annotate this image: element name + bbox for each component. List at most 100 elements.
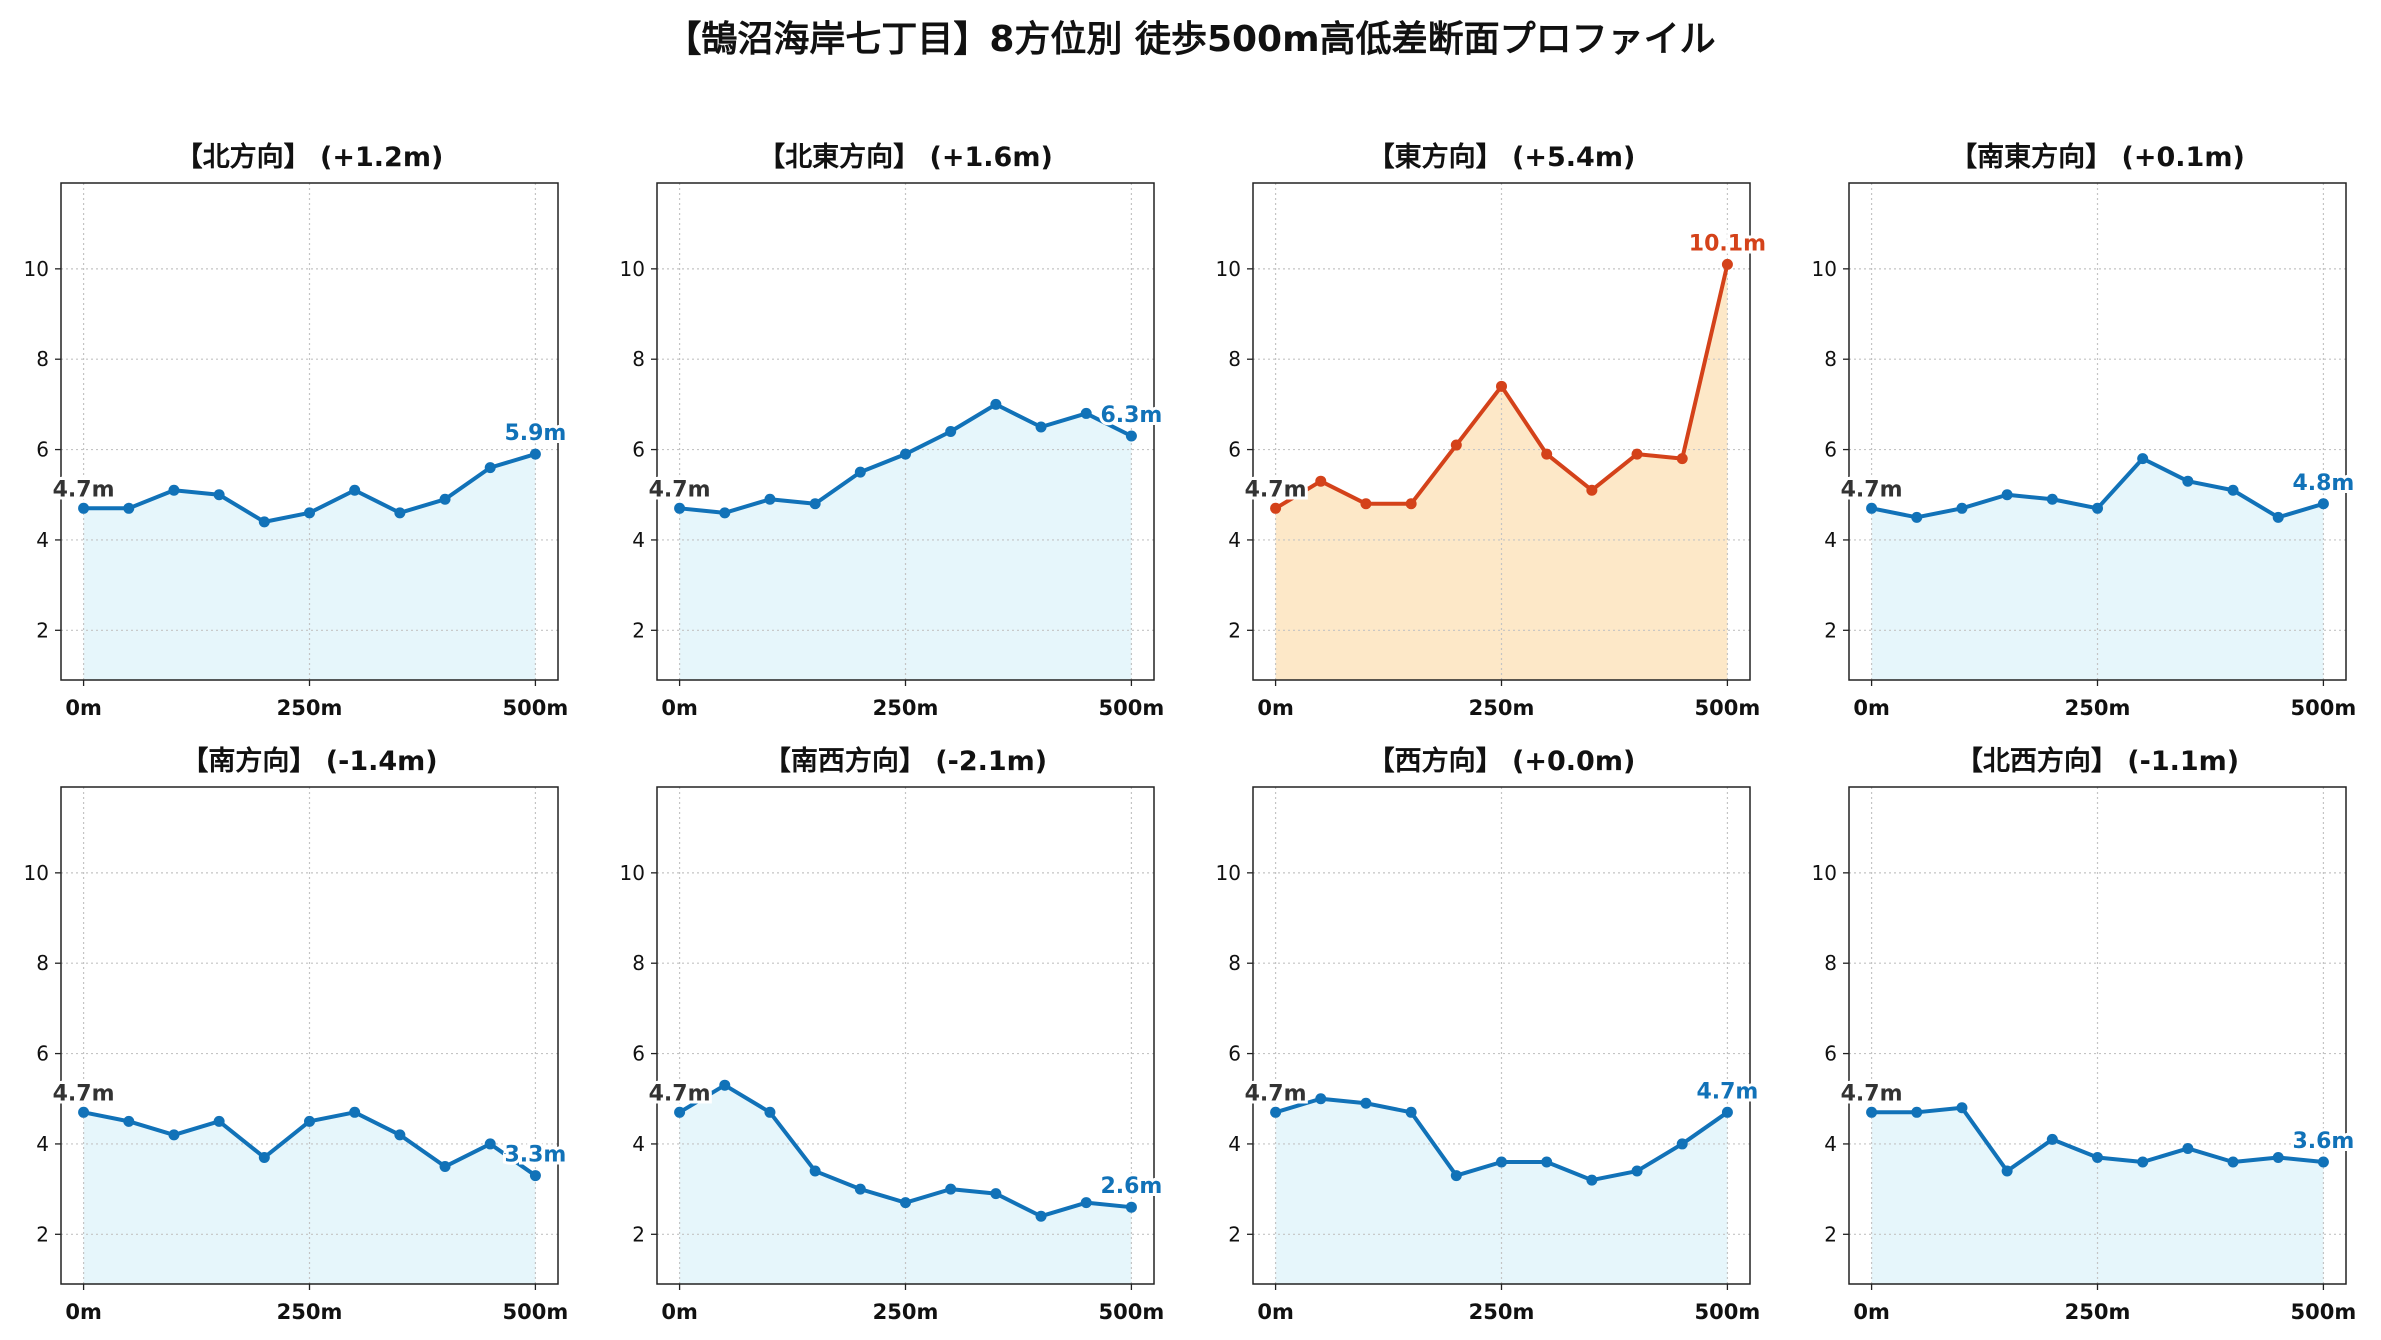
y-tick-label: 10 bbox=[24, 257, 49, 281]
x-tick-label: 0m bbox=[1853, 696, 1890, 720]
y-tick-label: 2 bbox=[1824, 618, 1837, 642]
data-point bbox=[2317, 498, 2329, 510]
y-tick-label: 8 bbox=[1228, 951, 1241, 975]
chart-title: 【北東方向】 (+1.6m) bbox=[758, 141, 1053, 173]
data-point bbox=[809, 1165, 821, 1177]
x-tick-label: 500m bbox=[503, 1300, 569, 1324]
data-point bbox=[1360, 498, 1372, 510]
y-tick-label: 8 bbox=[632, 347, 645, 371]
data-point bbox=[2227, 484, 2239, 496]
y-tick-label: 2 bbox=[1228, 1222, 1241, 1246]
chart-title: 【南方向】 (-1.4m) bbox=[181, 745, 437, 777]
y-tick-label: 2 bbox=[36, 1222, 49, 1246]
data-point bbox=[900, 448, 911, 460]
data-point bbox=[2182, 1142, 2194, 1154]
data-point bbox=[1956, 1102, 1968, 1114]
data-point bbox=[1450, 1170, 1462, 1182]
data-point bbox=[1676, 1138, 1688, 1150]
y-tick-label: 6 bbox=[632, 438, 645, 462]
data-point bbox=[2137, 453, 2149, 465]
area-fill bbox=[679, 1085, 1132, 1284]
data-point bbox=[78, 1106, 90, 1118]
data-point bbox=[990, 398, 1002, 410]
data-point bbox=[1315, 1093, 1327, 1105]
data-point bbox=[304, 507, 315, 519]
data-point bbox=[1721, 1106, 1733, 1118]
chart-title: 【東方向】 (+5.4m) bbox=[1368, 141, 1636, 173]
y-tick-label: 10 bbox=[620, 861, 645, 885]
y-tick-label: 10 bbox=[24, 861, 49, 885]
data-point bbox=[78, 502, 90, 514]
x-tick-label: 0m bbox=[1257, 1300, 1294, 1324]
start-label: 4.7m bbox=[53, 1081, 115, 1106]
y-tick-label: 4 bbox=[36, 528, 49, 552]
data-point bbox=[2001, 489, 2013, 501]
data-point bbox=[674, 502, 686, 514]
data-point bbox=[123, 502, 135, 514]
data-point bbox=[1541, 448, 1553, 460]
start-label: 4.7m bbox=[1841, 477, 1903, 502]
x-tick-label: 500m bbox=[2291, 1300, 2357, 1324]
x-tick-label: 250m bbox=[873, 696, 939, 720]
data-point bbox=[1866, 502, 1878, 514]
data-point bbox=[945, 1183, 957, 1195]
y-tick-label: 4 bbox=[632, 1132, 645, 1156]
data-point bbox=[764, 493, 776, 505]
x-tick-label: 0m bbox=[661, 696, 698, 720]
end-label: 4.8m bbox=[2292, 471, 2354, 496]
data-point bbox=[1866, 1106, 1878, 1118]
start-label: 4.7m bbox=[53, 477, 115, 502]
y-tick-label: 4 bbox=[1228, 1132, 1241, 1156]
y-tick-label: 4 bbox=[632, 528, 645, 552]
y-tick-label: 4 bbox=[36, 1132, 49, 1156]
data-point bbox=[854, 1183, 866, 1195]
data-point bbox=[2182, 475, 2194, 487]
data-point bbox=[484, 1138, 496, 1150]
data-point bbox=[213, 489, 225, 501]
direction-chart-1: 【北方向】 (+1.2m) 2 4 6 8 10 0m 250m 500m 4.7m 5.9m bbox=[24, 141, 570, 720]
y-tick-label: 2 bbox=[36, 618, 49, 642]
x-tick-label: 500m bbox=[1099, 696, 1165, 720]
data-point bbox=[1270, 1106, 1282, 1118]
data-point bbox=[1080, 1197, 1092, 1209]
data-point bbox=[394, 1129, 406, 1141]
x-tick-label: 500m bbox=[503, 696, 569, 720]
direction-chart-6: 【南西方向】 (-2.1m) 2 4 6 8 10 0m 250m 500m 4.7m 2.6m bbox=[620, 745, 1166, 1324]
area-fill bbox=[1275, 1098, 1728, 1284]
data-point bbox=[1586, 1174, 1598, 1186]
y-tick-label: 8 bbox=[36, 347, 49, 371]
end-label: 3.3m bbox=[504, 1143, 566, 1168]
x-tick-label: 250m bbox=[277, 1300, 343, 1324]
data-point bbox=[168, 1129, 180, 1141]
data-point bbox=[484, 462, 496, 474]
data-point bbox=[2046, 493, 2058, 505]
y-tick-label: 6 bbox=[1824, 1042, 1837, 1066]
data-point bbox=[1360, 1097, 1372, 1109]
chart-title: 【北西方向】 (-1.1m) bbox=[1956, 745, 2239, 777]
figure-title: 【鵠沼海岸七丁目】8方位別 徒歩500m高低差断面プロファイル bbox=[665, 19, 1716, 60]
y-tick-label: 6 bbox=[1228, 438, 1241, 462]
data-point bbox=[529, 1170, 541, 1182]
x-tick-label: 250m bbox=[1469, 696, 1535, 720]
x-tick-label: 500m bbox=[1695, 696, 1761, 720]
end-label: 6.3m bbox=[1100, 403, 1162, 428]
end-label: 2.6m bbox=[1100, 1174, 1162, 1199]
data-point bbox=[1631, 448, 1643, 460]
data-point bbox=[439, 1161, 451, 1173]
data-point bbox=[1676, 453, 1688, 465]
data-point bbox=[1911, 1106, 1923, 1118]
direction-chart-8: 【北西方向】 (-1.1m) 2 4 6 8 10 0m 250m 500m 4.7m 3.6m bbox=[1812, 745, 2358, 1324]
direction-chart-5: 【南方向】 (-1.4m) 2 4 6 8 10 0m 250m 500m 4.7m 3.3m bbox=[24, 745, 570, 1324]
area-fill bbox=[679, 404, 1132, 680]
data-point bbox=[1586, 484, 1598, 496]
data-point bbox=[1035, 1210, 1047, 1222]
data-point bbox=[2001, 1165, 2013, 1177]
data-point bbox=[1496, 1156, 1507, 1168]
x-tick-label: 0m bbox=[1257, 696, 1294, 720]
data-point bbox=[1035, 421, 1047, 433]
y-tick-label: 6 bbox=[1228, 1042, 1241, 1066]
start-label: 4.7m bbox=[649, 477, 711, 502]
data-point bbox=[674, 1106, 686, 1118]
x-tick-label: 250m bbox=[1469, 1300, 1535, 1324]
end-label: 4.7m bbox=[1696, 1079, 1758, 1104]
